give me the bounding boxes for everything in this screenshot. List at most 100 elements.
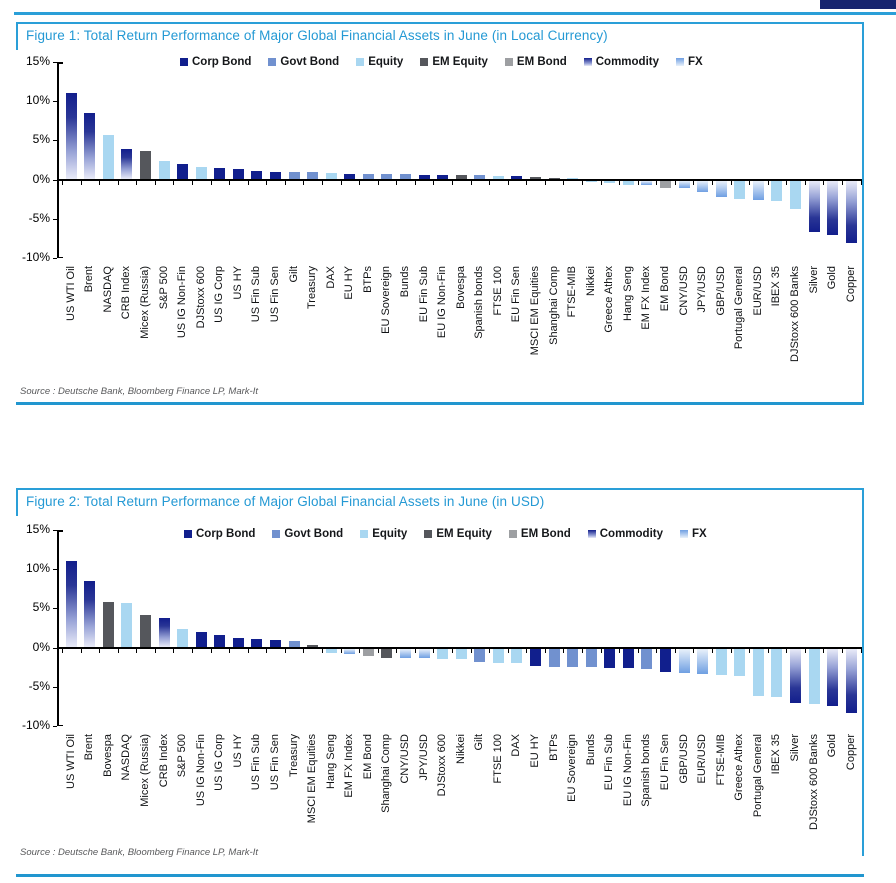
legend-swatch-commodity [583,58,592,66]
x-tick [451,648,453,653]
x-tick [117,180,119,185]
x-tick [786,648,788,653]
y-tick-label: 5% [32,132,50,147]
x-tick [414,648,416,653]
x-label-ftse-100: FTSE 100 [491,734,504,784]
legend-item-corp-bond: Corp Bond [184,528,255,540]
x-tick [210,180,212,185]
bar-spanish-bonds [641,648,653,669]
bar-us-wti-oil [65,561,77,647]
bar-eur-usd [752,180,764,201]
x-tick [229,180,231,185]
x-tick [656,180,658,185]
x-label-btps: BTPs [547,734,560,761]
x-label-us-fin-sen: US Fin Sen [269,734,282,791]
bar-eur-usd [697,648,709,674]
x-label-greece-athex: Greece Athex [733,734,746,801]
figure-1-legend: Corp Bond Govt Bond Equity EM Equity EM Bond… [180,56,703,68]
bar-shanghai-comp [548,177,560,179]
figure-border-right [862,488,864,856]
page-corner-navy-bar [820,0,896,9]
figure-1-title: Figure 1: Total Return Performance of Ma… [26,28,608,43]
x-label-micex-russia: Micex (Russia) [139,734,152,807]
bar-gold [827,180,839,235]
legend-swatch-em-equity [420,58,429,66]
x-label-em-bond: EM Bond [361,734,374,780]
bar-djstoxx-600-banks [808,648,820,705]
x-tick [433,648,435,653]
y-tick [53,686,57,688]
bar-gilt [288,172,300,179]
legend-label: EM Bond [516,56,567,68]
figure-2-source: Source : Deutsche Bank, Bloomberg Financ… [20,847,258,858]
x-tick [396,648,398,653]
bar-copper [845,180,857,243]
legend-label: Govt Bond [284,528,344,540]
legend-swatch-govt-bond [272,530,281,538]
bar-us-wti-oil [65,93,77,179]
figure-1-source: Source : Deutsche Bank, Bloomberg Financ… [20,386,258,397]
bar-greece-athex [734,648,746,677]
bar-dax [325,172,337,179]
x-label-us-wti-oil: US WTI Oil [64,734,77,789]
x-tick [841,648,843,653]
x-tick [841,180,843,185]
x-tick [433,180,435,185]
legend-item-equity: Equity [356,56,403,68]
bar-em-bond [362,648,374,657]
x-tick [117,648,119,653]
x-axis-line [57,646,862,649]
bar-nasdaq [102,134,114,179]
x-label-us-ig-corp: US IG Corp [213,734,226,791]
x-label-bovespa: Bovespa [101,734,114,777]
x-label-s-p-500: S&P 500 [176,734,189,778]
x-label-gbp-usd: GBP/USD [714,266,727,316]
x-tick [80,180,82,185]
figure-border-right [862,22,864,403]
x-label-us-fin-sub: US Fin Sub [250,266,263,323]
x-label-silver: Silver [789,734,801,762]
legend-swatch-corp-bond [180,58,188,66]
y-tick [53,218,57,220]
bar-shanghai-comp [381,648,393,658]
x-tick [173,180,175,185]
bar-ftse-100 [492,648,504,663]
x-tick [749,180,751,185]
bar-nikkei [585,180,597,182]
x-label-copper: Copper [844,734,857,771]
x-label-greece-athex: Greece Athex [603,266,616,333]
x-label-micex-russia: Micex (Russia) [139,266,152,339]
x-label-eu-hy: EU HY [529,734,542,768]
legend-label: EM Equity [436,528,492,540]
bar-ftse-100 [492,175,504,179]
figure-1-plot: 15% 10% 5% 0% -5% -10% US WTI Oil Brent NASDAQ CR… [16,54,864,412]
figure-border-bottom [16,874,864,877]
x-tick [581,180,583,185]
bar-eu-fin-sub [604,648,616,668]
x-tick [396,180,398,185]
x-label-crb-index: CRB Index [120,266,133,320]
x-tick [191,180,193,185]
bar-djstoxx-600 [195,166,207,179]
x-label-shanghai-comp: Shanghai Comp [380,734,393,813]
bar-btps [362,173,374,179]
bar-us-hy [232,169,244,179]
x-tick [414,180,416,185]
x-label-dax: DAX [324,266,337,289]
bar-cny-usd [678,180,690,189]
bar-em-fx-index [641,180,653,186]
bar-portugal-general [734,180,746,200]
bar-bovespa [102,601,114,647]
legend-label: Commodity [595,56,659,68]
x-label-eu-fin-sen: EU Fin Sen [510,266,523,323]
x-label-dax: DAX [510,734,523,757]
y-tick-label: -10% [21,250,50,264]
x-tick [544,648,546,653]
x-label-eur-usd: EUR/USD [696,734,709,784]
legend-swatch-govt-bond [268,58,277,66]
legend-label: Corp Bond [196,528,256,540]
bar-us-ig-non-fin [177,164,189,179]
x-tick [674,648,676,653]
x-tick [600,180,602,185]
